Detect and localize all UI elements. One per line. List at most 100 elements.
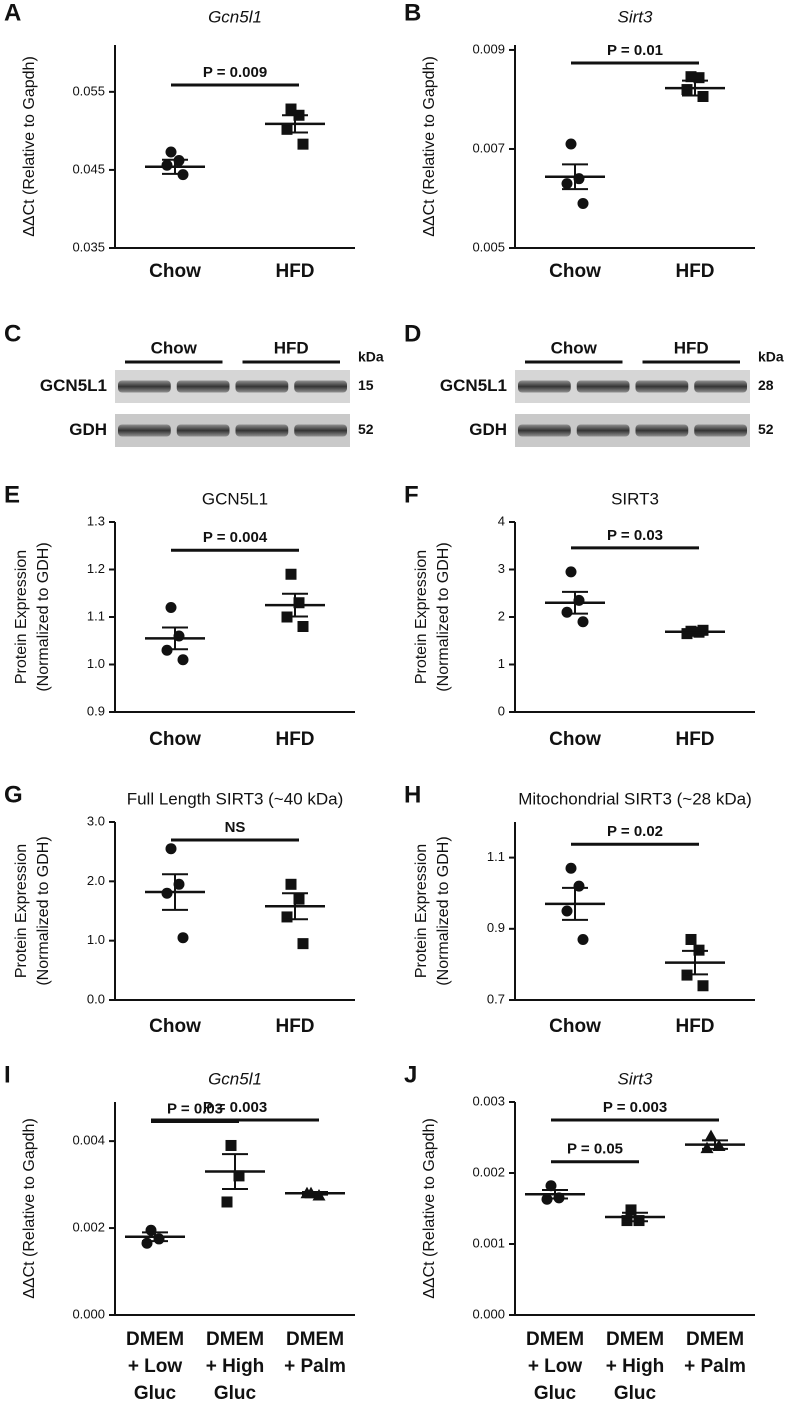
data-point	[685, 71, 697, 83]
x-tick-label: HFD	[275, 1016, 314, 1037]
data-point	[577, 616, 589, 628]
chart-title: Full Length SIRT3 (~40 kDa)	[127, 789, 344, 808]
x-tick-label: Gluc	[134, 1383, 177, 1404]
data-point	[285, 568, 297, 580]
x-tick-label: Chow	[549, 1016, 601, 1037]
comparison-label: P = 0.01	[607, 42, 663, 59]
y-tick-label: 1.1	[487, 849, 505, 864]
x-tick-label: + High	[606, 1356, 665, 1377]
blot-band	[176, 424, 230, 437]
data-point	[297, 621, 309, 632]
y-tick-label: 0.055	[72, 83, 105, 98]
size-label: 15	[358, 377, 374, 393]
chart-title: Mitochondrial SIRT3 (~28 kDa)	[518, 789, 752, 808]
y-axis-label: (Normalized to GDH)	[35, 542, 52, 691]
chart-title: GCN5L1	[202, 489, 268, 508]
y-tick-label: 1.2	[87, 561, 105, 576]
blot-band	[635, 380, 689, 393]
y-axis-label: Protein Expression	[413, 550, 430, 684]
x-tick-label: Chow	[149, 729, 201, 750]
y-tick-label: 0	[498, 703, 505, 718]
panel-letter: F	[404, 481, 419, 508]
y-tick-label: 3.0	[87, 813, 105, 828]
data-point	[177, 932, 189, 944]
x-tick-label: Gluc	[534, 1383, 577, 1404]
blot-band	[294, 380, 347, 393]
data-point	[700, 1141, 714, 1154]
y-axis-label: ΔΔCt (Relative to Gapdh)	[21, 56, 38, 237]
data-point	[561, 606, 573, 618]
data-point	[233, 1170, 245, 1182]
unit-label: kDa	[358, 349, 384, 365]
data-point	[161, 159, 173, 171]
y-tick-label: 1.3	[87, 513, 105, 528]
comparison-label: P = 0.003	[603, 1099, 667, 1116]
size-label: 52	[358, 421, 374, 437]
data-point	[177, 654, 189, 666]
y-tick-label: 0.000	[72, 1306, 105, 1321]
data-point	[565, 862, 577, 874]
x-tick-label: DMEM	[206, 1329, 264, 1350]
data-point	[565, 138, 577, 150]
x-tick-label: HFD	[675, 729, 714, 750]
unit-label: kDa	[758, 349, 784, 365]
data-point	[297, 138, 309, 150]
y-tick-label: 0.0	[87, 991, 105, 1006]
group-label: Chow	[551, 338, 598, 357]
chart-title: SIRT3	[611, 489, 659, 508]
chart-title: Gcn5l1	[208, 7, 262, 26]
blot-band	[635, 424, 689, 437]
row-label: GCN5L1	[440, 376, 507, 395]
x-tick-label: Gluc	[214, 1383, 257, 1404]
y-tick-label: 3	[498, 561, 505, 576]
comparison-label: P = 0.02	[607, 823, 663, 840]
data-point	[625, 1204, 637, 1216]
data-point	[173, 878, 185, 890]
y-axis-label: ΔΔCt (Relative to Gapdh)	[421, 56, 438, 237]
y-tick-label: 1.0	[87, 656, 105, 671]
x-tick-label: DMEM	[286, 1329, 344, 1350]
panel-letter: D	[404, 320, 421, 347]
comparison-label: P = 0.003	[203, 1099, 267, 1116]
y-axis-label: (Normalized to GDH)	[35, 836, 52, 985]
panel-letter: B	[404, 0, 421, 26]
size-label: 28	[758, 377, 774, 393]
y-tick-label: 0.005	[472, 239, 505, 254]
data-point	[577, 197, 589, 209]
y-tick-label: 0.035	[72, 239, 105, 254]
x-tick-label: Chow	[549, 729, 601, 750]
blot-band	[576, 424, 630, 437]
data-point	[565, 566, 577, 578]
y-tick-label: 0.002	[472, 1164, 505, 1179]
blot-band	[694, 424, 747, 437]
blot-band	[294, 424, 347, 437]
x-tick-label: DMEM	[126, 1329, 184, 1350]
x-tick-label: HFD	[275, 729, 314, 750]
panel-letter: C	[4, 320, 21, 347]
blot-band	[694, 380, 747, 393]
data-point	[281, 911, 293, 923]
x-tick-label: HFD	[675, 261, 714, 282]
comparison-label: P = 0.004	[203, 529, 268, 546]
comparison-label: P = 0.03	[607, 527, 663, 544]
data-point	[561, 178, 573, 190]
y-tick-label: 0.009	[472, 41, 505, 56]
y-tick-label: 0.000	[472, 1306, 505, 1321]
data-point	[281, 123, 293, 135]
y-tick-label: 2.0	[87, 873, 105, 888]
y-tick-label: 0.003	[472, 1093, 505, 1108]
comparison-label: P = 0.05	[567, 1141, 623, 1158]
x-tick-label: + Palm	[284, 1356, 346, 1377]
y-tick-label: 1.1	[87, 608, 105, 623]
y-tick-label: 0.045	[72, 161, 105, 176]
x-tick-label: HFD	[675, 1016, 714, 1037]
panel-letter: G	[4, 781, 23, 808]
panel-letter: H	[404, 781, 421, 808]
data-point	[285, 103, 297, 115]
y-tick-label: 0.004	[72, 1133, 105, 1148]
x-tick-label: + Low	[128, 1356, 183, 1377]
y-tick-label: 4	[498, 513, 505, 528]
data-point	[297, 938, 309, 950]
